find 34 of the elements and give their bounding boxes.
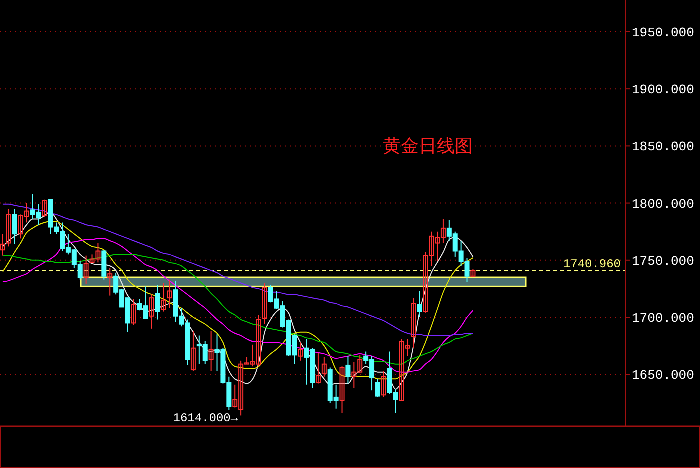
candlestick: [411, 298, 416, 349]
candlestick: [316, 352, 321, 384]
candlestick: [42, 199, 48, 218]
y-tick-label: 1800.000: [632, 196, 694, 212]
candlestick: [340, 366, 345, 414]
candlestick: [6, 208, 12, 248]
y-tick-label: 1650.000: [632, 368, 694, 384]
candlestick: [0, 234, 6, 256]
candlestick: [208, 330, 214, 372]
candlestick: [108, 268, 113, 296]
candlestick: [298, 342, 304, 362]
ref-line-label: 1740.960: [563, 258, 621, 272]
y-tick-label: 1700.000: [632, 311, 694, 326]
candlestick: [149, 294, 154, 330]
line-series: [2, 204, 474, 336]
candlestick: [84, 255, 89, 285]
candlestick: [346, 356, 351, 384]
candlestick: [322, 356, 327, 378]
y-tick-label: 1850.000: [632, 140, 694, 155]
candlestick: [155, 285, 160, 320]
candlestick: [417, 290, 422, 318]
text: 黄金日线图: [383, 136, 473, 157]
candlestick: [381, 370, 386, 398]
y-tick-label: 1950.000: [632, 26, 694, 41]
candlestick: [161, 282, 166, 312]
candlestick: [131, 298, 136, 326]
candlestick: [190, 330, 196, 372]
candlestick: [262, 282, 268, 325]
y-tick-label: 1750.000: [632, 254, 694, 269]
annotation: 1614.000→: [173, 412, 239, 426]
candlestick: [12, 208, 18, 245]
y-tick-label: 1900.000: [632, 82, 694, 98]
candlestick: [375, 378, 380, 398]
candlestick: [167, 279, 172, 309]
